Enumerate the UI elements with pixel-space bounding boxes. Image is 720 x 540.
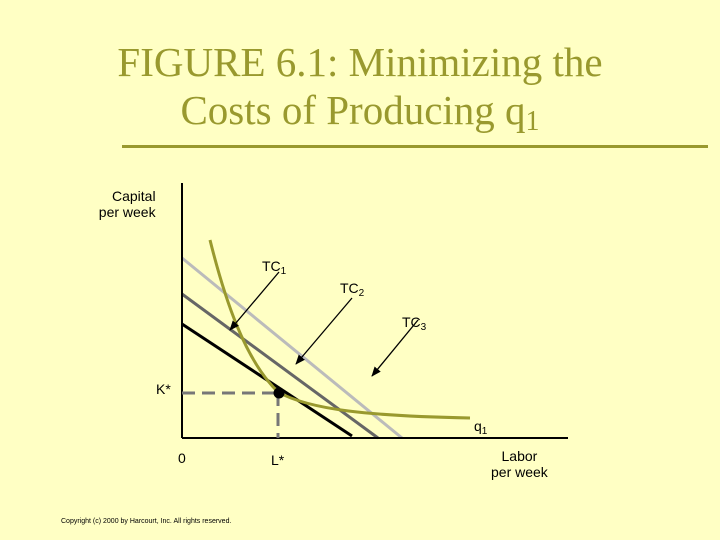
y-axis-label: Capital per week xyxy=(99,188,156,220)
tc1-arrow xyxy=(229,271,280,331)
x-axis-label-line-2: per week xyxy=(491,464,548,480)
title-underline xyxy=(122,145,708,148)
tc1-label-subscript: 1 xyxy=(280,266,287,277)
title-line-1: FIGURE 6.1: Minimizing the xyxy=(117,39,603,85)
tc1-label-text: TC xyxy=(262,258,281,274)
tc2-isocost-line xyxy=(181,292,379,440)
origin-label: 0 xyxy=(178,450,186,466)
title-line-2: Costs of Producing q1 xyxy=(0,86,720,137)
tc2-arrow xyxy=(295,297,353,365)
tc3-arrow xyxy=(371,319,419,377)
y-axis-label-line-1: Capital xyxy=(112,188,156,204)
tc3-isocost-line xyxy=(181,256,403,440)
l-star-label: L* xyxy=(271,452,285,468)
copyright-notice: Copyright (c) 2000 by Harcourt, Inc. All… xyxy=(61,518,232,525)
q1-label-text: q xyxy=(474,418,482,434)
x-axis-label-line-1: Labor xyxy=(501,448,538,464)
tc1-label: TC1 xyxy=(262,258,287,277)
tc3-label: TC3 xyxy=(402,314,427,333)
tc2-label-text: TC xyxy=(340,280,359,296)
title-line-2-subscript: 1 xyxy=(525,106,540,137)
figure-title: FIGURE 6.1: Minimizing the Costs of Prod… xyxy=(0,38,720,137)
x-axis-label: Labor per week xyxy=(491,448,548,480)
tc3-label-text: TC xyxy=(402,314,421,330)
tangency-point xyxy=(273,387,285,399)
tc2-label-subscript: 2 xyxy=(358,288,365,299)
isoquant-q1-curve xyxy=(208,239,471,420)
k-star-label: K* xyxy=(156,381,171,397)
title-line-2-text: Costs of Producing q xyxy=(180,87,526,133)
y-axis-label-line-2: per week xyxy=(98,204,156,220)
tc3-label-subscript: 3 xyxy=(420,322,427,333)
q1-label: q1 xyxy=(474,418,488,437)
tc2-label: TC2 xyxy=(340,280,365,299)
q1-label-subscript: 1 xyxy=(481,426,488,437)
